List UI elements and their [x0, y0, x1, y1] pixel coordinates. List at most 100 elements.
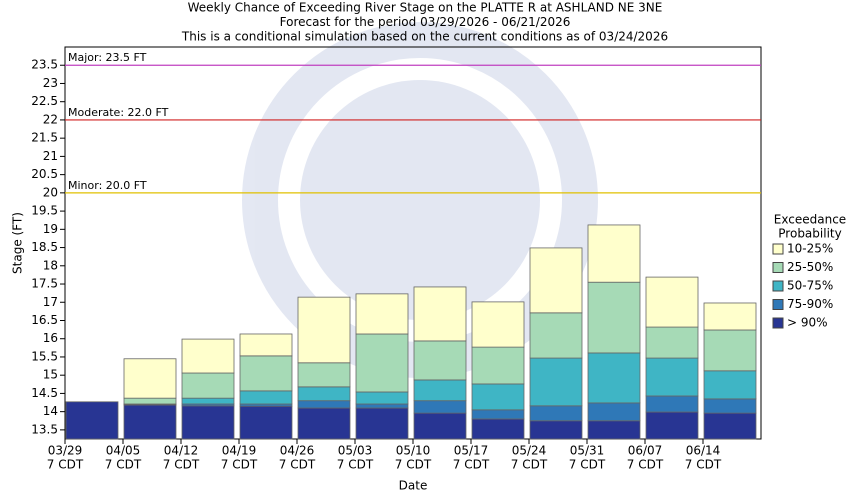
bar-segment — [297, 362, 351, 388]
legend-label: 25-50% — [787, 260, 833, 274]
x-tick-sublabel: 7 CDT — [337, 458, 374, 472]
x-tick-label: 06/14 — [686, 444, 721, 458]
x-tick-label: 05/24 — [512, 444, 547, 458]
bar-segment — [355, 391, 409, 405]
bar-segment — [239, 355, 293, 392]
x-tick-sublabel: 7 CDT — [453, 458, 490, 472]
threshold-label: Moderate: 22.0 FT — [68, 106, 169, 119]
x-tick-sublabel: 7 CDT — [685, 458, 722, 472]
bar-segment — [181, 397, 235, 405]
y-tick-label: 17.5 — [31, 277, 58, 291]
y-tick-label: 19.5 — [31, 204, 58, 218]
bar-segment — [645, 276, 699, 328]
bar-segment — [529, 357, 583, 407]
legend-title: Probability — [778, 227, 841, 241]
bar-segment — [239, 405, 293, 440]
bar-segment — [239, 390, 293, 405]
bar-segment — [645, 395, 699, 413]
legend-label: 75-90% — [787, 297, 833, 311]
bar-segment — [703, 398, 757, 414]
bar-segment — [471, 383, 525, 411]
bar-segment — [471, 301, 525, 348]
y-tick-label: 19 — [43, 222, 58, 236]
bar-segment — [645, 357, 699, 397]
legend-label: 50-75% — [787, 279, 833, 293]
x-tick-sublabel: 7 CDT — [163, 458, 200, 472]
bar-segment — [355, 293, 409, 335]
bar-segment — [471, 418, 525, 440]
bar-segment — [529, 420, 583, 440]
x-tick-label: 03/29 — [48, 444, 83, 458]
bar-segment — [413, 400, 467, 414]
bar-segment — [529, 247, 583, 314]
x-tick-sublabel: 7 CDT — [627, 458, 664, 472]
y-tick-label: 15 — [43, 368, 58, 382]
bar-segment — [587, 402, 641, 422]
x-tick-label: 05/17 — [454, 444, 489, 458]
x-tick-label: 04/26 — [280, 444, 315, 458]
legend-swatch — [772, 299, 784, 310]
x-tick-sublabel: 7 CDT — [47, 458, 84, 472]
y-tick-label: 16 — [43, 331, 58, 345]
y-tick-label: 21 — [43, 149, 58, 163]
bar-segment — [413, 286, 467, 342]
x-tick-label: 05/31 — [570, 444, 605, 458]
bar-segment — [587, 420, 641, 440]
x-tick-label: 05/03 — [338, 444, 373, 458]
y-tick-label: 20 — [43, 185, 58, 199]
bar-segment — [703, 329, 757, 372]
y-tick-label: 15.5 — [31, 349, 58, 363]
bar-segment — [703, 302, 757, 331]
bar-segment — [529, 312, 583, 359]
y-tick-label: 14 — [43, 404, 58, 418]
bar-segment — [181, 338, 235, 374]
bar-segment — [703, 412, 757, 440]
x-axis-label: Date — [399, 479, 428, 493]
y-tick-label: 14.5 — [31, 386, 58, 400]
x-tick-label: 05/10 — [396, 444, 431, 458]
bar-segment — [355, 403, 409, 409]
y-tick-label: 17 — [43, 295, 58, 309]
x-tick-sublabel: 7 CDT — [105, 458, 142, 472]
x-tick-sublabel: 7 CDT — [221, 458, 258, 472]
bar-segment — [529, 405, 583, 422]
bar-segment — [123, 404, 177, 440]
bar-segment — [239, 333, 293, 357]
legend-title: Exceedance — [774, 213, 846, 227]
threshold-label: Major: 23.5 FT — [68, 51, 147, 64]
bar-segment — [587, 281, 641, 354]
bar-segment — [587, 224, 641, 283]
x-tick-sublabel: 7 CDT — [395, 458, 432, 472]
y-tick-label: 21.5 — [31, 131, 58, 145]
bar-segment — [413, 412, 467, 440]
bar-segment — [355, 407, 409, 440]
bar-segment — [181, 372, 235, 399]
x-tick-label: 04/19 — [222, 444, 257, 458]
x-tick-sublabel: 7 CDT — [279, 458, 316, 472]
y-tick-label: 18.5 — [31, 240, 58, 254]
bar-segment — [703, 370, 757, 400]
bar-segment — [645, 411, 699, 440]
bar-segment — [413, 340, 467, 381]
bar-segment — [355, 333, 409, 393]
bar-segment — [413, 379, 467, 402]
bar-segment — [123, 397, 177, 405]
threshold-label: Minor: 20.0 FT — [68, 179, 147, 192]
bar-segment — [181, 405, 235, 440]
watermark-disc — [300, 80, 540, 320]
bar-segment — [123, 358, 177, 399]
legend-swatch — [772, 280, 784, 292]
chart-title: Weekly Chance of Exceeding River Stage o… — [188, 1, 663, 15]
y-axis-label: Stage (FT) — [11, 212, 25, 274]
x-tick-label: 04/12 — [164, 444, 199, 458]
bar-segment — [471, 409, 525, 420]
y-tick-label: 23.5 — [31, 58, 58, 72]
y-tick-label: 18 — [43, 258, 58, 272]
y-tick-label: 16.5 — [31, 313, 58, 327]
bar-segment — [645, 326, 699, 359]
legend-swatch — [772, 262, 784, 273]
bar-segment — [297, 296, 351, 364]
y-tick-label: 23 — [43, 76, 58, 90]
legend-label: 10-25% — [787, 242, 833, 256]
